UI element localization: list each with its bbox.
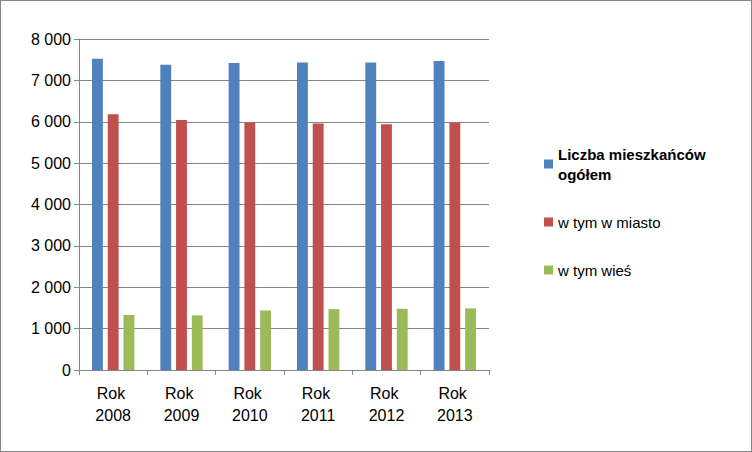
svg-text:w tym wieś: w tym wieś [557,262,631,279]
svg-text:3 000: 3 000 [31,237,71,254]
svg-text:7 000: 7 000 [31,72,71,89]
svg-text:0: 0 [62,362,71,379]
svg-text:4 000: 4 000 [31,196,71,213]
svg-text:2 000: 2 000 [31,279,71,296]
svg-text:Liczba mieszkańców: Liczba mieszkańców [558,146,710,163]
svg-text:2009: 2009 [164,407,200,424]
svg-text:6 000: 6 000 [31,113,71,130]
svg-text:Rok: Rok [97,385,130,402]
svg-text:2013: 2013 [437,407,473,424]
svg-text:8 000: 8 000 [31,31,71,48]
svg-text:2010: 2010 [232,407,268,424]
svg-text:Rok: Rok [165,385,198,402]
svg-text:Rok: Rok [302,385,335,402]
svg-text:5 000: 5 000 [31,155,71,172]
svg-text:w tym w miasto: w tym w miasto [557,214,661,231]
svg-text:2008: 2008 [95,407,131,424]
svg-text:Rok: Rok [438,385,471,402]
svg-text:2011: 2011 [301,407,336,424]
svg-text:1 000: 1 000 [31,320,71,337]
svg-text:2012: 2012 [369,407,405,424]
svg-text:Rok: Rok [370,385,403,402]
svg-text:Rok: Rok [233,385,266,402]
svg-text:ogółem: ogółem [558,166,611,183]
